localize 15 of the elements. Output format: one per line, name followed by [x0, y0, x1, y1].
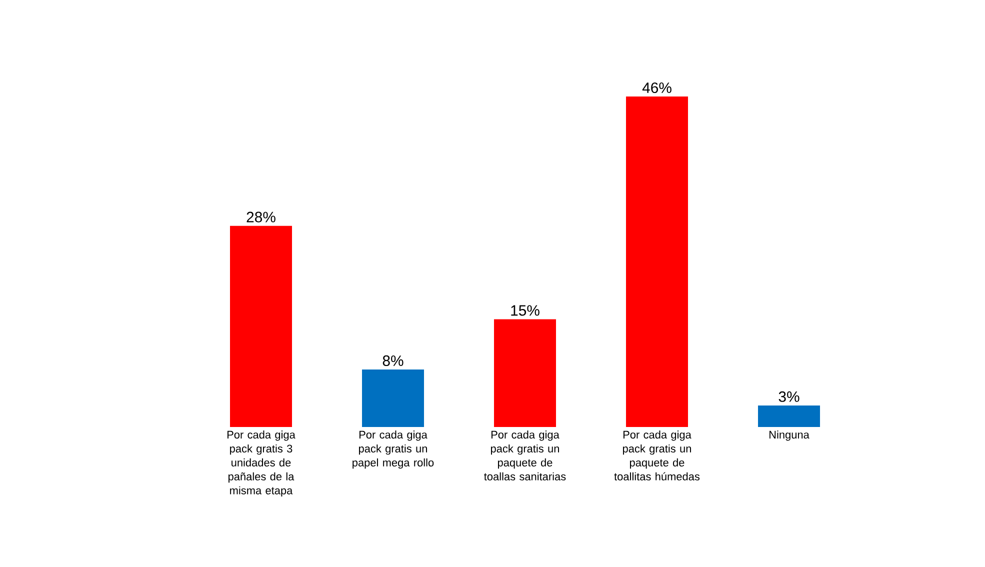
x-tick-label: Por cada giga pack gratis un papel mega rollo	[352, 430, 434, 469]
data-label: 8%	[382, 355, 404, 366]
data-label: 28%	[246, 212, 276, 222]
bar	[230, 226, 292, 427]
x-tick-label: Por cada giga pack gratis un paquete de toallitas húmedas	[614, 430, 700, 480]
x-tick-label: Ninguna	[770, 430, 810, 441]
x-tick-label: Por cada giga pack gratis 3 unidades de pañales de la misma etapa	[227, 430, 296, 497]
data-label: 3%	[778, 391, 800, 402]
bar	[758, 405, 820, 427]
bar	[362, 370, 424, 427]
data-label: 15%	[511, 305, 540, 316]
x-tick-label: Por cada giga pack gratis un paquete de toallas sanitarias	[484, 430, 566, 480]
data-label: 46%	[642, 82, 672, 94]
bar	[494, 319, 556, 427]
bar	[626, 96, 688, 427]
